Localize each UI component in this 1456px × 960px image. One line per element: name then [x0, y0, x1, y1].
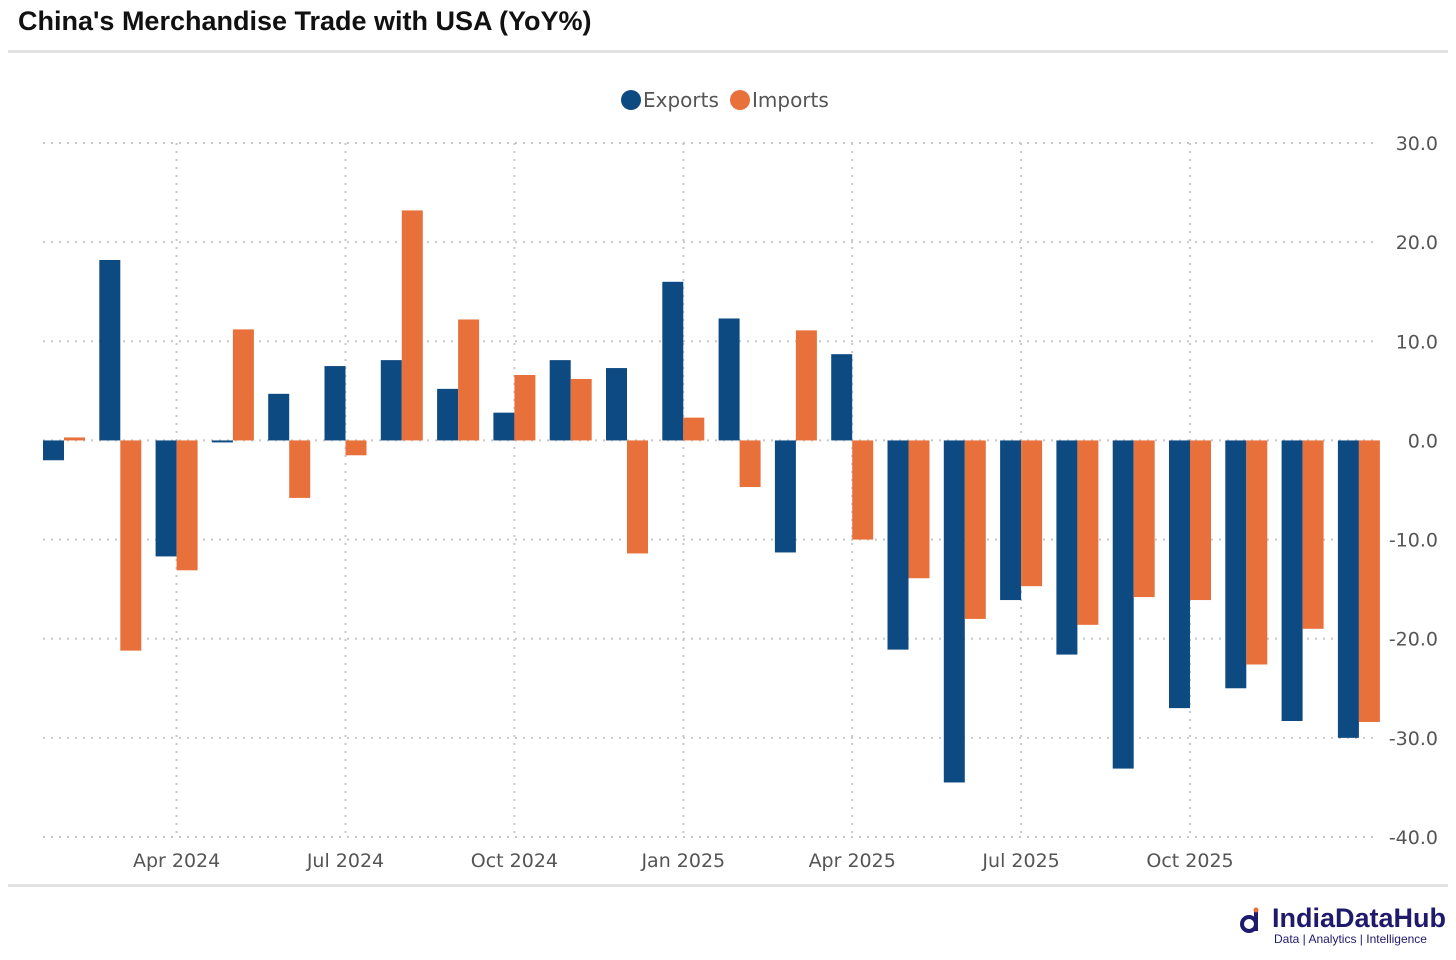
imports-bar: [401, 210, 423, 441]
exports-bar: [324, 366, 346, 441]
exports-bar: [774, 440, 796, 553]
top-divider: [8, 50, 1448, 53]
exports-bar: [887, 440, 909, 650]
y-tick-label: -30.0: [1389, 728, 1438, 750]
x-tick-label: Apr 2025: [809, 850, 896, 872]
imports-bar: [458, 319, 480, 441]
exports-bar: [211, 440, 233, 443]
exports-bar: [606, 368, 627, 441]
y-tick-label: 20.0: [1396, 232, 1438, 254]
imports-bar: [345, 440, 367, 456]
y-tick-label: -40.0: [1389, 827, 1438, 849]
logo-name: IndiaDataHub: [1271, 903, 1446, 933]
exports-bar: [99, 259, 121, 441]
imports-bar: [64, 437, 85, 441]
indiadatahub-logo: IndiaDataHub Data | Analytics | Intellig…: [1239, 903, 1446, 946]
exports-bar: [1169, 440, 1190, 709]
imports-bar: [739, 440, 761, 488]
imports-bar: [1077, 440, 1099, 625]
imports-bar: [232, 329, 254, 441]
x-tick-label: Jul 2024: [306, 850, 384, 872]
legend-label-imports: Imports: [752, 88, 829, 112]
legend-label-exports: Exports: [643, 88, 719, 112]
y-tick-label: 30.0: [1396, 133, 1438, 155]
exports-bar: [43, 440, 64, 461]
imports-bar: [1021, 440, 1043, 587]
imports-bar: [120, 440, 142, 651]
exports-bar: [380, 360, 402, 441]
imports-bar: [289, 440, 311, 498]
legend-marker-exports: [621, 90, 641, 110]
imports-bar: [908, 440, 930, 579]
y-tick-label: -10.0: [1389, 530, 1438, 552]
chart-title: China's Merchandise Trade with USA (YoY%…: [18, 6, 592, 36]
exports-bar: [155, 440, 177, 557]
imports-bar: [1133, 440, 1155, 598]
exports-bar: [1000, 440, 1022, 601]
imports-bar: [795, 330, 817, 441]
y-tick-label: 0.0: [1408, 430, 1438, 452]
exports-bar: [549, 360, 571, 441]
x-tick-label: Jan 2025: [640, 850, 725, 872]
logo-mark-icon: [1239, 907, 1259, 933]
logo-tagline: Data | Analytics | Intelligence: [1273, 932, 1427, 946]
bottom-divider: [8, 884, 1448, 887]
exports-bar: [662, 281, 684, 441]
y-tick-label: -20.0: [1389, 629, 1438, 651]
exports-bar: [493, 412, 515, 441]
exports-bar: [1112, 440, 1134, 769]
exports-bar: [1056, 440, 1078, 655]
exports-bar: [718, 318, 740, 441]
bar-chart: 30.0 20.0 10.0 0.0 -10.0 -20.0 -30.0 -40.0 Apr 2…: [43, 88, 1438, 872]
exports-bar: [268, 393, 290, 441]
imports-bar: [514, 374, 536, 441]
exports-bar: [1337, 440, 1359, 738]
exports-bar: [1225, 440, 1247, 689]
imports-bar: [570, 378, 592, 441]
x-tick-label: Oct 2025: [1146, 850, 1233, 872]
imports-bar: [1302, 440, 1324, 629]
imports-bar: [1358, 440, 1380, 722]
exports-bar: [831, 354, 853, 441]
imports-bar: [852, 440, 874, 540]
x-tick-label: Oct 2024: [471, 850, 558, 872]
imports-bar: [964, 440, 986, 619]
x-tick-label: Jul 2025: [981, 850, 1059, 872]
x-tick-label: Apr 2024: [133, 850, 220, 872]
y-tick-label: 10.0: [1396, 331, 1438, 353]
exports-bar: [943, 440, 965, 783]
imports-bar: [627, 440, 648, 554]
imports-bar: [683, 417, 705, 441]
legend-marker-imports: [730, 90, 750, 110]
exports-bar: [437, 388, 459, 441]
exports-bar: [1281, 440, 1303, 722]
imports-bar: [176, 440, 198, 571]
imports-bar: [1246, 440, 1268, 665]
imports-bar: [1190, 440, 1211, 601]
